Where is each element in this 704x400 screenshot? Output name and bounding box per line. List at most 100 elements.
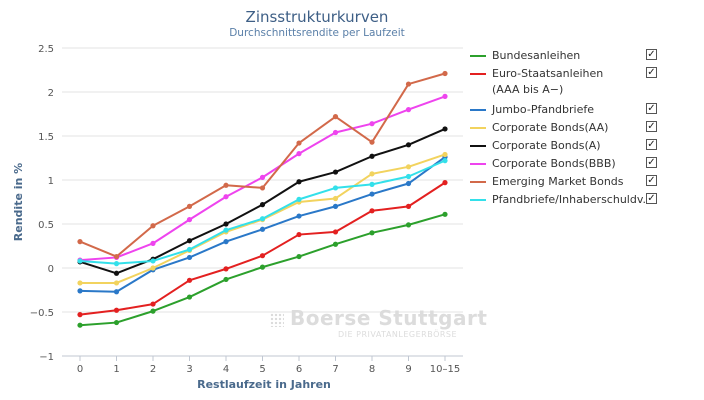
legend-item-bundesanleihen[interactable]: Bundesanleihen ✓ [470,48,690,66]
data-point[interactable] [77,312,83,318]
data-point[interactable] [113,261,120,267]
data-point[interactable] [223,266,229,272]
data-point[interactable] [150,265,156,271]
data-point[interactable] [332,114,339,120]
data-point[interactable] [442,70,448,77]
data-point[interactable] [369,181,375,187]
data-point[interactable] [77,322,83,328]
data-point[interactable] [150,223,156,229]
data-point[interactable] [369,139,375,145]
data-point[interactable] [405,142,412,148]
data-point[interactable] [369,153,375,159]
legend-item-corporate-bonds-bbb[interactable]: Corporate Bonds(BBB) ✓ [470,156,690,174]
data-point[interactable] [296,213,302,219]
data-point[interactable] [442,151,448,158]
legend-item-emerging-market-bonds[interactable]: Emerging Market Bonds ✓ [470,174,690,192]
data-point[interactable] [259,185,266,191]
legend-checkbox[interactable]: ✓ [646,49,657,60]
legend-item-corporate-bonds-aa[interactable]: Corporate Bonds(AA) ✓ [470,120,690,138]
data-point[interactable] [186,203,193,209]
data-point[interactable] [296,231,302,238]
data-point[interactable] [332,229,339,235]
data-point[interactable] [259,174,266,180]
data-point[interactable] [113,319,120,326]
data-point[interactable] [223,182,229,188]
data-point[interactable] [405,173,412,180]
data-point[interactable] [332,129,339,136]
data-point[interactable] [296,151,302,157]
data-point[interactable] [332,169,339,175]
data-point[interactable] [332,203,339,209]
data-point[interactable] [113,270,120,276]
data-point[interactable] [296,196,302,202]
data-point[interactable] [223,239,229,245]
data-point[interactable] [186,217,193,223]
data-point[interactable] [77,280,83,286]
data-point[interactable] [223,227,229,233]
data-point[interactable] [405,222,412,228]
data-point[interactable] [259,216,266,222]
data-point[interactable] [405,203,412,209]
legend-checkbox[interactable]: ✓ [646,103,657,114]
legend-checkbox[interactable]: ✓ [646,139,657,150]
data-point[interactable] [223,276,229,283]
data-point[interactable] [369,208,375,214]
legend-item-corporate-bonds-a[interactable]: Corporate Bonds(A) ✓ [470,138,690,156]
data-point[interactable] [259,202,266,208]
legend-item-pfandbriefe-inhaberschuldv[interactable]: Pfandbriefe/Inhaberschuldv. ✓ [470,192,690,210]
legend-item-jumbo-pfandbriefe[interactable]: Jumbo-Pfandbriefe ✓ [470,102,690,120]
legend-checkbox[interactable]: ✓ [646,193,657,204]
data-point[interactable] [113,280,120,286]
x-axis-label: Restlaufzeit in Jahren [197,378,331,391]
legend-checkbox[interactable]: ✓ [646,157,657,168]
data-point[interactable] [186,238,193,244]
data-point[interactable] [369,121,375,127]
data-point[interactable] [77,288,83,294]
series-line[interactable] [79,128,446,275]
legend-item-euro-staatsanleihen[interactable]: Euro-Staatsanleihen (AAA bis A−) ✓ [470,66,690,102]
data-point[interactable] [113,289,120,295]
data-point[interactable] [259,226,266,232]
data-point[interactable] [186,246,193,253]
data-point[interactable] [442,126,448,132]
chart-subtitle: Durchschnittsrendite per Laufzeit [229,27,405,39]
data-point[interactable] [296,179,302,185]
data-point[interactable] [77,239,83,245]
data-point[interactable] [369,230,375,236]
data-point[interactable] [186,277,193,283]
y-tick-label: 2 [48,88,54,99]
data-point[interactable] [186,254,193,261]
data-point[interactable] [296,253,302,260]
data-point[interactable] [113,253,120,260]
data-point[interactable] [442,211,448,217]
data-point[interactable] [150,308,156,314]
data-point[interactable] [369,191,375,197]
data-point[interactable] [405,164,412,170]
data-point[interactable] [442,180,448,186]
data-point[interactable] [405,107,412,113]
data-point[interactable] [223,194,229,200]
data-point[interactable] [442,93,448,99]
data-point[interactable] [113,307,120,313]
data-point[interactable] [186,294,193,300]
legend-checkbox[interactable]: ✓ [646,175,657,186]
legend-checkbox[interactable]: ✓ [646,67,657,78]
legend-checkbox[interactable]: ✓ [646,121,657,132]
data-point[interactable] [332,195,339,202]
y-tick-label: 1.5 [38,132,54,143]
data-point[interactable] [150,258,156,264]
data-point[interactable] [405,81,412,87]
data-point[interactable] [150,301,156,307]
data-point[interactable] [259,253,266,259]
legend-label: Bundesanleihen [492,49,581,62]
data-point[interactable] [332,241,339,247]
data-point[interactable] [442,158,448,164]
data-point[interactable] [223,221,229,227]
data-point[interactable] [296,140,302,146]
data-point[interactable] [259,264,266,270]
data-point[interactable] [150,240,156,246]
data-point[interactable] [332,185,339,191]
data-point[interactable] [405,180,412,187]
data-point[interactable] [369,171,375,177]
data-point[interactable] [77,258,83,264]
